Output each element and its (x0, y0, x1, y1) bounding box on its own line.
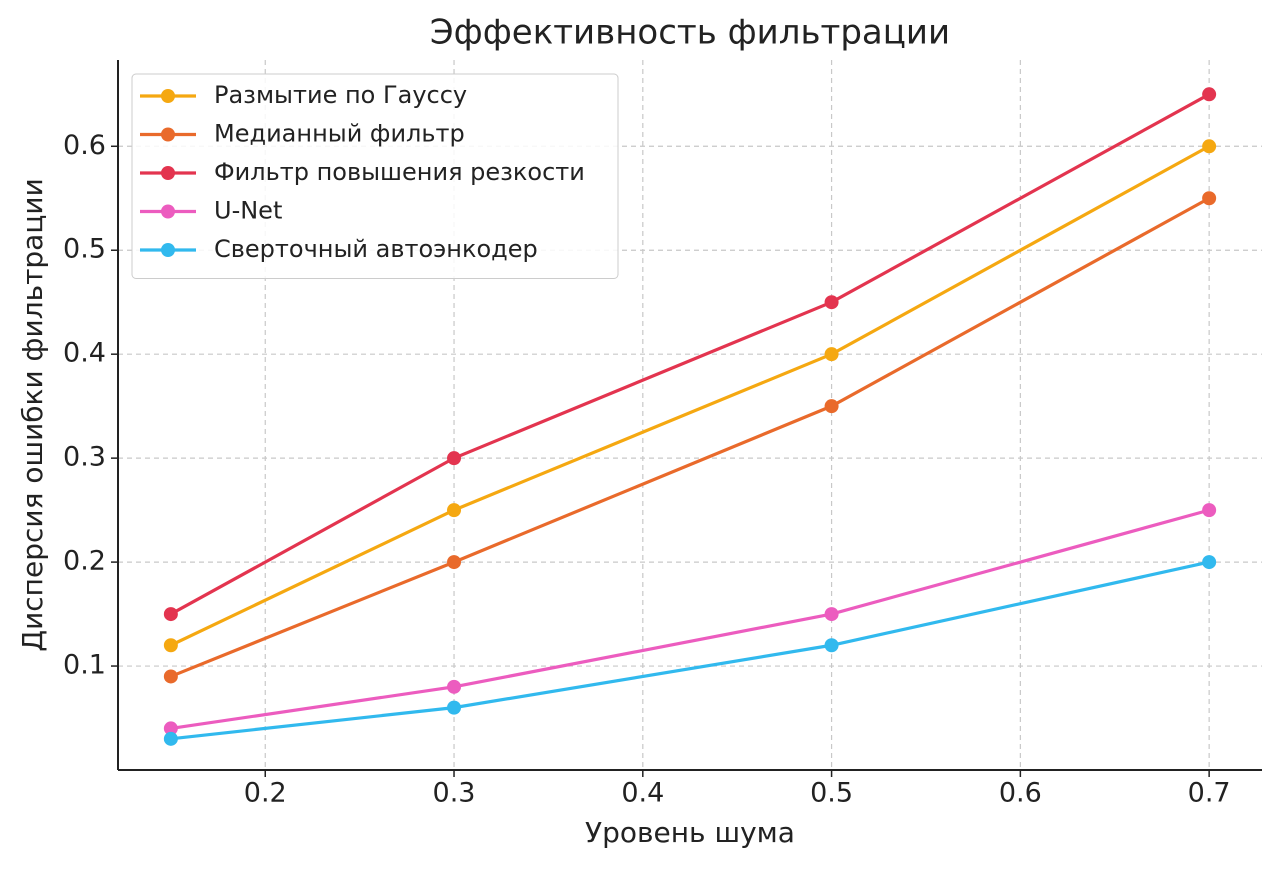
y-tick-label: 0.5 (63, 234, 106, 265)
chart-title: Эффективность фильтрации (430, 13, 950, 53)
data-point (447, 555, 462, 570)
data-point (824, 399, 839, 414)
data-point (1202, 139, 1217, 154)
data-point (447, 700, 462, 715)
data-point (163, 731, 178, 746)
y-tick-label: 0.1 (63, 650, 106, 681)
data-point (824, 295, 839, 310)
data-point (824, 607, 839, 622)
series-line (170, 196, 1210, 678)
legend-marker (161, 166, 175, 180)
legend-label: U-Net (214, 197, 282, 225)
data-point (447, 679, 462, 694)
x-axis-label: Уровень шума (585, 816, 795, 849)
legend-marker (161, 127, 175, 142)
data-point (163, 669, 178, 684)
x-tick-label: 0.4 (621, 778, 664, 809)
data-point (824, 347, 839, 362)
data-point (1202, 191, 1217, 206)
data-point (1202, 555, 1217, 570)
legend-label: Размытие по Гауссу (214, 81, 467, 109)
data-point (824, 638, 839, 653)
data-point (163, 721, 178, 736)
series-line (170, 560, 1210, 741)
x-tick-label: 0.5 (810, 778, 853, 809)
x-tick-label: 0.6 (999, 778, 1042, 809)
legend-label: Фильтр повышения резкости (214, 158, 585, 186)
data-point (163, 607, 178, 622)
legend-label: Сверточный автоэнкодер (214, 235, 538, 263)
y-tick-label: 0.6 (63, 130, 106, 161)
x-tick-label: 0.7 (1188, 778, 1231, 809)
data-point (1202, 503, 1217, 518)
legend-marker (161, 204, 175, 219)
x-tick-label: 0.3 (433, 778, 476, 809)
series-line (170, 144, 1210, 647)
y-tick-label: 0.3 (63, 442, 106, 473)
data-point (447, 503, 462, 518)
y-axis-label: Дисперсия ошибки фильтрации (16, 178, 49, 652)
data-point (447, 451, 462, 466)
y-tick-label: 0.4 (63, 338, 106, 369)
legend-label: Медианный фильтр (214, 120, 465, 148)
x-tick-label: 0.2 (244, 778, 287, 809)
legend-marker (161, 243, 175, 257)
data-point (1202, 87, 1217, 102)
data-point (163, 638, 178, 653)
y-tick-label: 0.2 (63, 546, 106, 577)
series-line (170, 508, 1210, 731)
series-line (170, 92, 1210, 616)
legend-marker (161, 89, 175, 103)
legend-box (131, 73, 619, 279)
